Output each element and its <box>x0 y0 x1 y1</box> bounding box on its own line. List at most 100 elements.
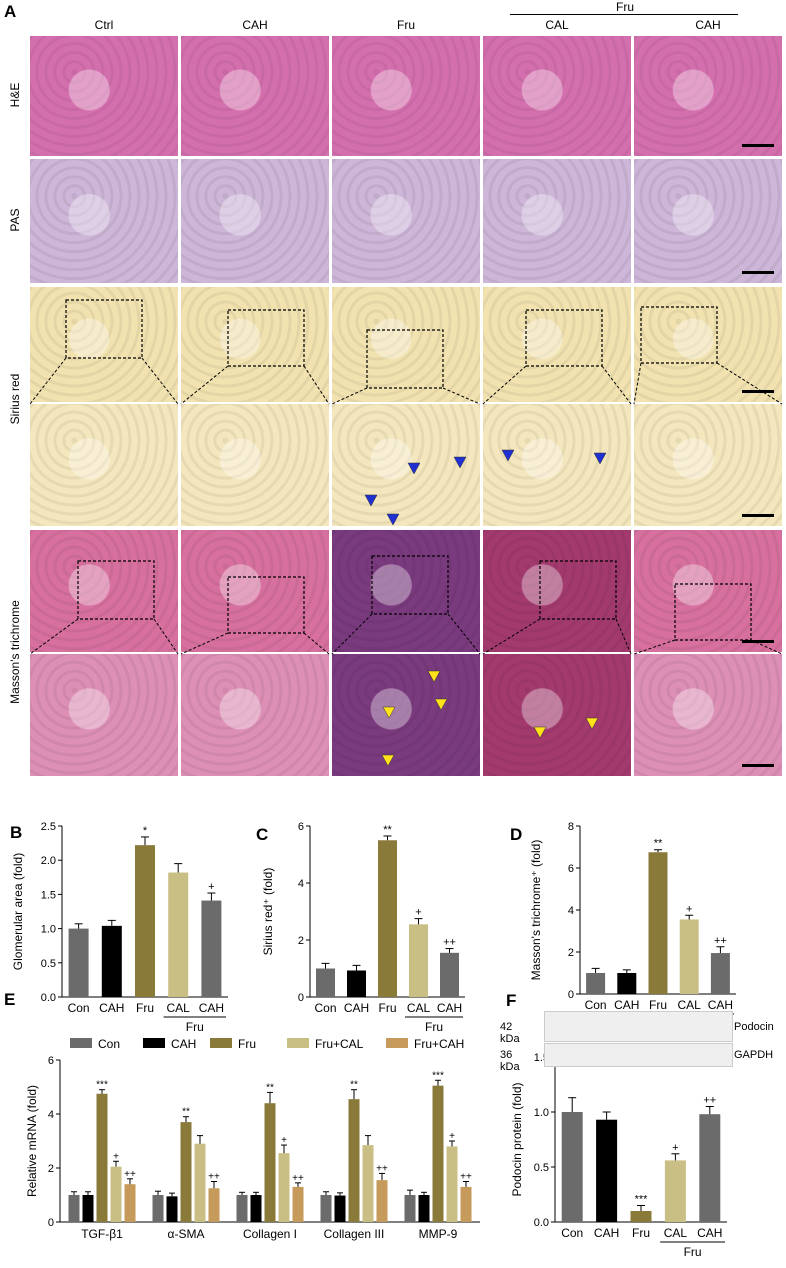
yellow-arrowhead-marker <box>585 717 599 730</box>
significance-mark-F-2: *** <box>635 1194 649 1206</box>
y-tick-label-E: 0 <box>48 1217 54 1229</box>
x-tick-label-B-4: CAH <box>199 1001 224 1015</box>
y-tick-label-B: 1.0 <box>41 924 56 936</box>
legend-swatch-0 <box>70 1038 92 1048</box>
column-header-3: CAL <box>545 18 569 32</box>
significance-mark-E: *** <box>96 1080 108 1091</box>
micrograph-r3-c4 <box>634 404 782 526</box>
bar-E-4-1 <box>418 1195 430 1222</box>
scale-bar-row-1 <box>742 271 774 274</box>
zoom-line-1-0-1 <box>153 618 179 655</box>
bar-E-3-3 <box>362 1145 374 1222</box>
micrograph-r1-c4 <box>634 159 782 283</box>
x-tick-label-B-0: Con <box>68 1001 90 1015</box>
legend-label-2: Fru <box>238 1037 256 1051</box>
y-tick-label-E: 2 <box>48 1163 54 1175</box>
y-tick-label-D: 8 <box>568 821 574 833</box>
zoom-line-0-4-0 <box>633 362 642 405</box>
significance-mark-E: ++ <box>124 1169 136 1180</box>
y-tick-label-B: 2.5 <box>41 821 56 833</box>
yellow-arrowhead-marker <box>427 670 441 683</box>
column-header-0: Ctrl <box>94 18 114 32</box>
panel-letter-F: F <box>506 991 516 1010</box>
y-tick-label-F: 0.5 <box>534 1162 549 1174</box>
y-tick-label-F: 0.0 <box>534 1217 549 1229</box>
micrograph-r5-c4 <box>634 654 782 776</box>
micrograph-r5-c3 <box>483 654 631 776</box>
micrograph-r5-c2 <box>332 654 480 776</box>
micrograph-r4-c4 <box>634 530 782 652</box>
bar-E-2-0 <box>236 1195 248 1222</box>
column-header-4: CAH <box>695 18 721 32</box>
blot-protein-label-gapdh: GAPDH <box>734 1049 774 1061</box>
micrograph-r2-c4 <box>634 287 782 402</box>
zoom-line-0-1-0 <box>180 365 229 405</box>
significance-mark-B-4: + <box>208 881 214 893</box>
yellow-arrowhead-marker <box>434 698 448 711</box>
fru-group-label: Fru <box>616 0 634 14</box>
x-tick-label-C-1: CAH <box>344 1001 369 1015</box>
y-tick-label-B: 1.5 <box>41 889 56 901</box>
x-tick-label-C-2: Fru <box>379 1001 397 1015</box>
y-tick-label-D: 6 <box>568 863 574 875</box>
y-tick-label-E: 4 <box>48 1109 54 1121</box>
zoom-line-0-3-0 <box>482 365 527 405</box>
zoom-box-0-0 <box>65 299 143 359</box>
y-axis-label-E: Relative mRNA (fold) <box>25 1085 39 1197</box>
blue-arrowhead-marker <box>386 513 400 526</box>
bar-F-1 <box>596 1119 618 1222</box>
x-tick-label-F-3: CAL <box>664 1226 688 1240</box>
micrograph-r1-c1 <box>181 159 329 283</box>
group-label-F: Fru <box>684 1245 702 1259</box>
bar-E-4-3 <box>446 1146 458 1222</box>
significance-mark-B-2: * <box>143 825 148 837</box>
x-tick-label-E-1: α-SMA <box>168 1227 205 1241</box>
bar-E-4-0 <box>404 1195 416 1222</box>
x-tick-label-C-0: Con <box>314 1001 336 1015</box>
zoom-line-1-3-1 <box>615 618 632 655</box>
micrograph-r4-c3 <box>483 530 631 652</box>
x-tick-label-F-4: CAH <box>697 1226 722 1240</box>
x-tick-label-F-1: CAH <box>594 1226 619 1240</box>
bar-E-0-2 <box>96 1093 108 1222</box>
y-tick-label-C: 0 <box>298 992 304 1004</box>
x-tick-label-E-3: Collagen III <box>324 1227 385 1241</box>
blot-kda-label-1: 42 kDa <box>500 1021 520 1045</box>
bar-E-0-0 <box>68 1195 80 1222</box>
bar-E-0-3 <box>110 1166 122 1222</box>
significance-mark-E: ++ <box>208 1172 220 1183</box>
bar-E-2-1 <box>250 1195 262 1222</box>
y-tick-label-C: 4 <box>298 878 304 890</box>
micrograph-r2-c3 <box>483 287 631 402</box>
panel-letter-E: E <box>4 990 15 1009</box>
y-axis-label-F: Podocin protein (fold) <box>510 1082 524 1196</box>
bar-C-0 <box>316 968 335 997</box>
zoom-line-0-2-0 <box>331 387 368 405</box>
blot-protein-label-podocin: Podocin <box>734 1021 774 1033</box>
group-label-B: Fru <box>186 1020 204 1034</box>
zoom-box-1-2 <box>371 555 449 615</box>
bar-C-1 <box>347 970 366 997</box>
micrograph-r2-c2 <box>332 287 480 402</box>
y-tick-label-D: 2 <box>568 947 574 959</box>
micrograph-r4-c2 <box>332 530 480 652</box>
bar-C-3 <box>409 924 428 997</box>
significance-mark-E: ++ <box>292 1173 304 1184</box>
y-tick-label-B: 0.0 <box>41 992 56 1004</box>
x-tick-label-F-0: Con <box>561 1226 583 1240</box>
bar-F-2 <box>630 1211 652 1222</box>
zoom-box-1-0 <box>77 560 155 620</box>
bar-E-1-2 <box>180 1122 192 1222</box>
bar-D-3 <box>679 919 699 994</box>
bar-E-1-4 <box>208 1188 220 1222</box>
bar-E-2-3 <box>278 1153 290 1222</box>
significance-mark-D-4: ++ <box>714 935 727 947</box>
x-tick-label-E-0: TGF-β1 <box>81 1227 123 1241</box>
yellow-arrowhead-marker <box>381 754 395 767</box>
legend-label-0: Con <box>98 1037 120 1051</box>
micrograph-r1-c3 <box>483 159 631 283</box>
scale-bar-row-5 <box>742 764 774 767</box>
bar-B-2 <box>135 845 155 997</box>
y-axis-label-D: Masson's trichrome⁺ (fold) <box>529 840 543 981</box>
